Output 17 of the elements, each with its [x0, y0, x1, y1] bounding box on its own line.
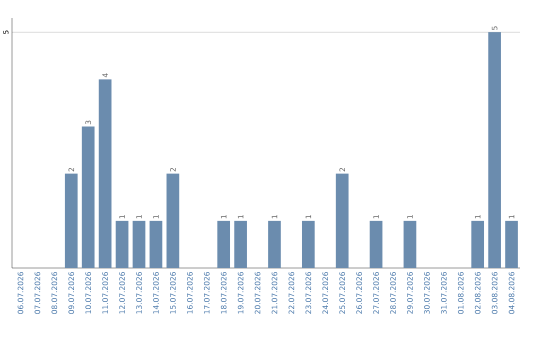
bar	[166, 174, 180, 268]
bar	[404, 220, 416, 268]
bar	[234, 220, 247, 268]
bar	[217, 220, 230, 268]
bar	[98, 79, 112, 268]
bar	[505, 220, 518, 268]
bar	[82, 126, 95, 268]
bar	[471, 220, 484, 268]
bar	[488, 32, 501, 268]
bar	[336, 174, 349, 268]
bar	[64, 174, 78, 268]
bar	[268, 220, 281, 268]
bar	[302, 220, 315, 268]
bar	[150, 220, 162, 268]
bar	[370, 220, 382, 268]
bar	[132, 220, 146, 268]
bar	[116, 220, 128, 268]
